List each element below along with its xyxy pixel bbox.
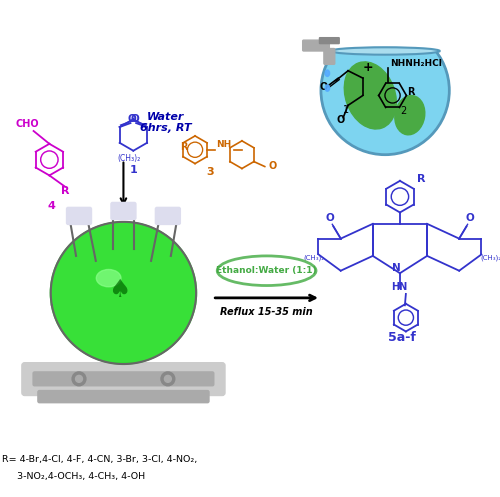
Text: O: O <box>320 82 328 91</box>
Text: O: O <box>268 161 277 170</box>
Text: R: R <box>180 142 188 152</box>
Text: R: R <box>61 186 70 196</box>
Ellipse shape <box>96 269 121 287</box>
Text: 1: 1 <box>343 105 349 115</box>
Ellipse shape <box>344 62 397 129</box>
Circle shape <box>76 375 82 382</box>
FancyBboxPatch shape <box>302 40 330 51</box>
Text: NH: NH <box>216 140 231 149</box>
Text: O: O <box>326 213 334 223</box>
Text: (CH₃)₂: (CH₃)₂ <box>118 154 141 163</box>
Text: 5a-f: 5a-f <box>388 331 416 344</box>
Text: 1: 1 <box>130 166 137 175</box>
Text: Water
6hrs, RT: Water 6hrs, RT <box>140 112 191 133</box>
Text: O: O <box>336 115 345 125</box>
Text: (CH₃)₂: (CH₃)₂ <box>303 254 324 261</box>
Circle shape <box>164 375 172 382</box>
FancyBboxPatch shape <box>66 208 92 224</box>
Text: O: O <box>128 114 136 124</box>
FancyBboxPatch shape <box>38 391 209 403</box>
Ellipse shape <box>50 222 197 364</box>
Circle shape <box>321 26 450 155</box>
Text: HN: HN <box>391 282 407 292</box>
Text: R= 4-Br,4-Cl, 4-F, 4-CN, 3-Br, 3-Cl, 4-NO₂,: R= 4-Br,4-Cl, 4-F, 4-CN, 3-Br, 3-Cl, 4-N… <box>2 455 198 464</box>
Text: Reflux 15-35 min: Reflux 15-35 min <box>220 307 313 317</box>
FancyBboxPatch shape <box>22 363 224 395</box>
FancyBboxPatch shape <box>156 208 180 224</box>
Text: O: O <box>466 213 474 223</box>
Text: (CH₃)₂: (CH₃)₂ <box>480 254 500 261</box>
FancyBboxPatch shape <box>111 203 136 219</box>
Text: CHO: CHO <box>16 119 39 129</box>
Bar <box>321 0 450 51</box>
Text: ♠: ♠ <box>108 278 130 303</box>
Text: R: R <box>417 174 426 184</box>
Text: 3: 3 <box>206 167 214 177</box>
Text: +: + <box>363 61 374 74</box>
FancyBboxPatch shape <box>324 49 335 64</box>
Text: R: R <box>408 87 415 97</box>
Text: Ethanol:Water (1:1): Ethanol:Water (1:1) <box>216 266 317 275</box>
Text: N: N <box>392 263 400 273</box>
Circle shape <box>161 372 175 386</box>
Text: 4: 4 <box>48 201 56 211</box>
Text: 2: 2 <box>400 106 406 116</box>
Ellipse shape <box>325 70 330 77</box>
Text: O: O <box>130 114 139 124</box>
Ellipse shape <box>325 85 330 91</box>
Text: 3-NO₂,4-OCH₃, 4-CH₃, 4-OH: 3-NO₂,4-OCH₃, 4-CH₃, 4-OH <box>18 472 146 481</box>
Ellipse shape <box>330 47 440 55</box>
FancyBboxPatch shape <box>33 372 214 386</box>
Ellipse shape <box>395 95 425 135</box>
Text: NHNH₂HCl: NHNH₂HCl <box>390 59 442 68</box>
FancyBboxPatch shape <box>320 38 339 44</box>
Circle shape <box>72 372 86 386</box>
